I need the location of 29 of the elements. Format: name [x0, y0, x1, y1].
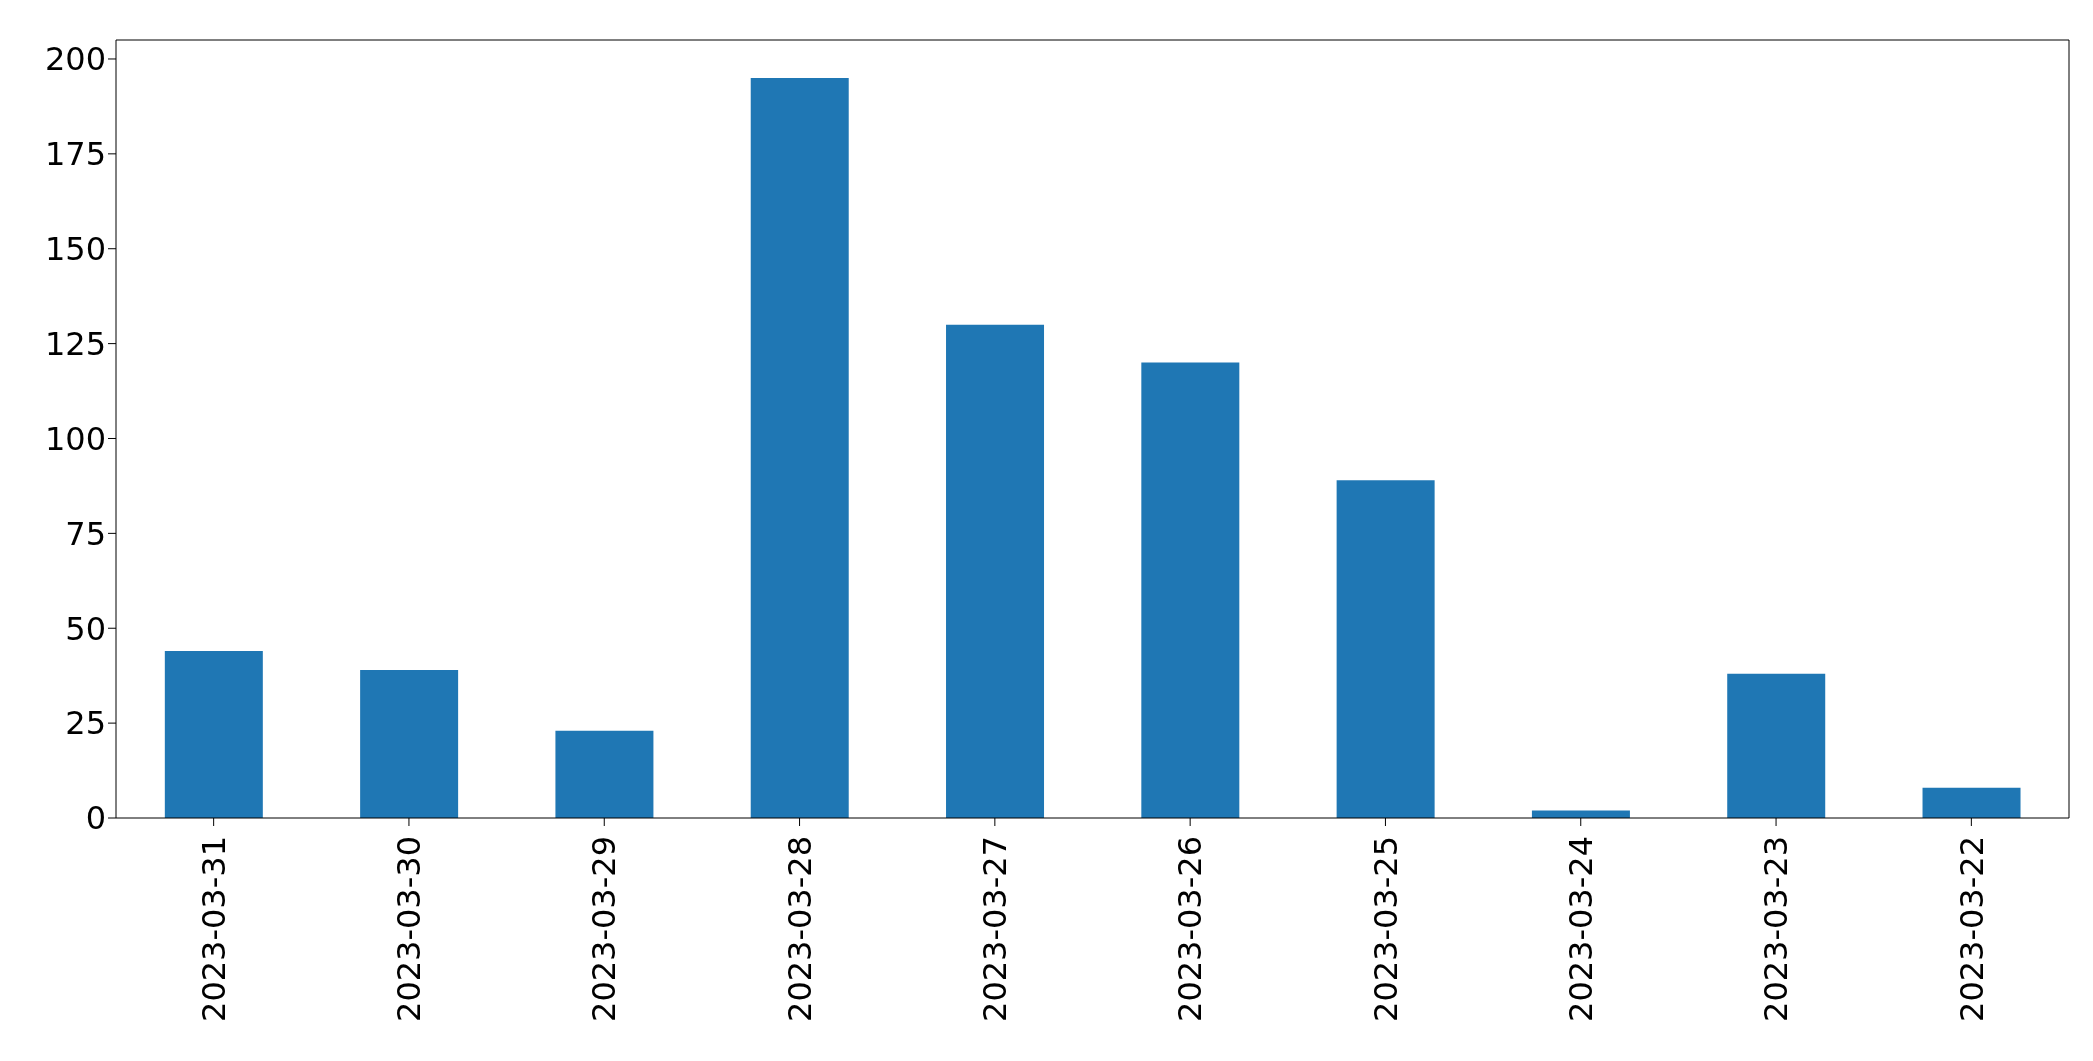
x-tick-label: 2023-03-26	[1171, 836, 1210, 1022]
y-tick-label: 100	[44, 419, 106, 458]
x-tick-label: 2023-03-29	[585, 836, 624, 1022]
bar	[1336, 480, 1435, 818]
y-tick-label: 150	[44, 230, 106, 269]
bar	[1531, 810, 1630, 818]
y-tick-label: 75	[65, 514, 106, 553]
bar	[555, 730, 654, 818]
bar	[164, 651, 263, 818]
bar	[1922, 787, 2021, 818]
y-tick-label: 50	[65, 609, 106, 648]
y-tick-label: 25	[65, 704, 106, 743]
bar	[1141, 362, 1240, 818]
x-tick-label: 2023-03-27	[976, 836, 1015, 1022]
y-tick-label: 175	[44, 135, 106, 174]
x-tick-label: 2023-03-28	[780, 836, 819, 1022]
x-tick-label: 2023-03-31	[194, 836, 233, 1022]
x-tick-label: 2023-03-24	[1561, 836, 1600, 1022]
bar	[946, 324, 1045, 818]
bar	[360, 669, 459, 818]
bar	[1727, 673, 1826, 818]
x-tick-label: 2023-03-30	[390, 836, 429, 1022]
x-tick-label: 2023-03-25	[1366, 836, 1405, 1022]
y-tick-label: 200	[44, 40, 106, 79]
bar	[750, 77, 849, 818]
y-tick-label: 125	[44, 324, 106, 363]
x-tick-label: 2023-03-23	[1757, 836, 1796, 1022]
y-tick-label: 0	[85, 799, 106, 838]
x-tick-label: 2023-03-22	[1952, 836, 1991, 1022]
